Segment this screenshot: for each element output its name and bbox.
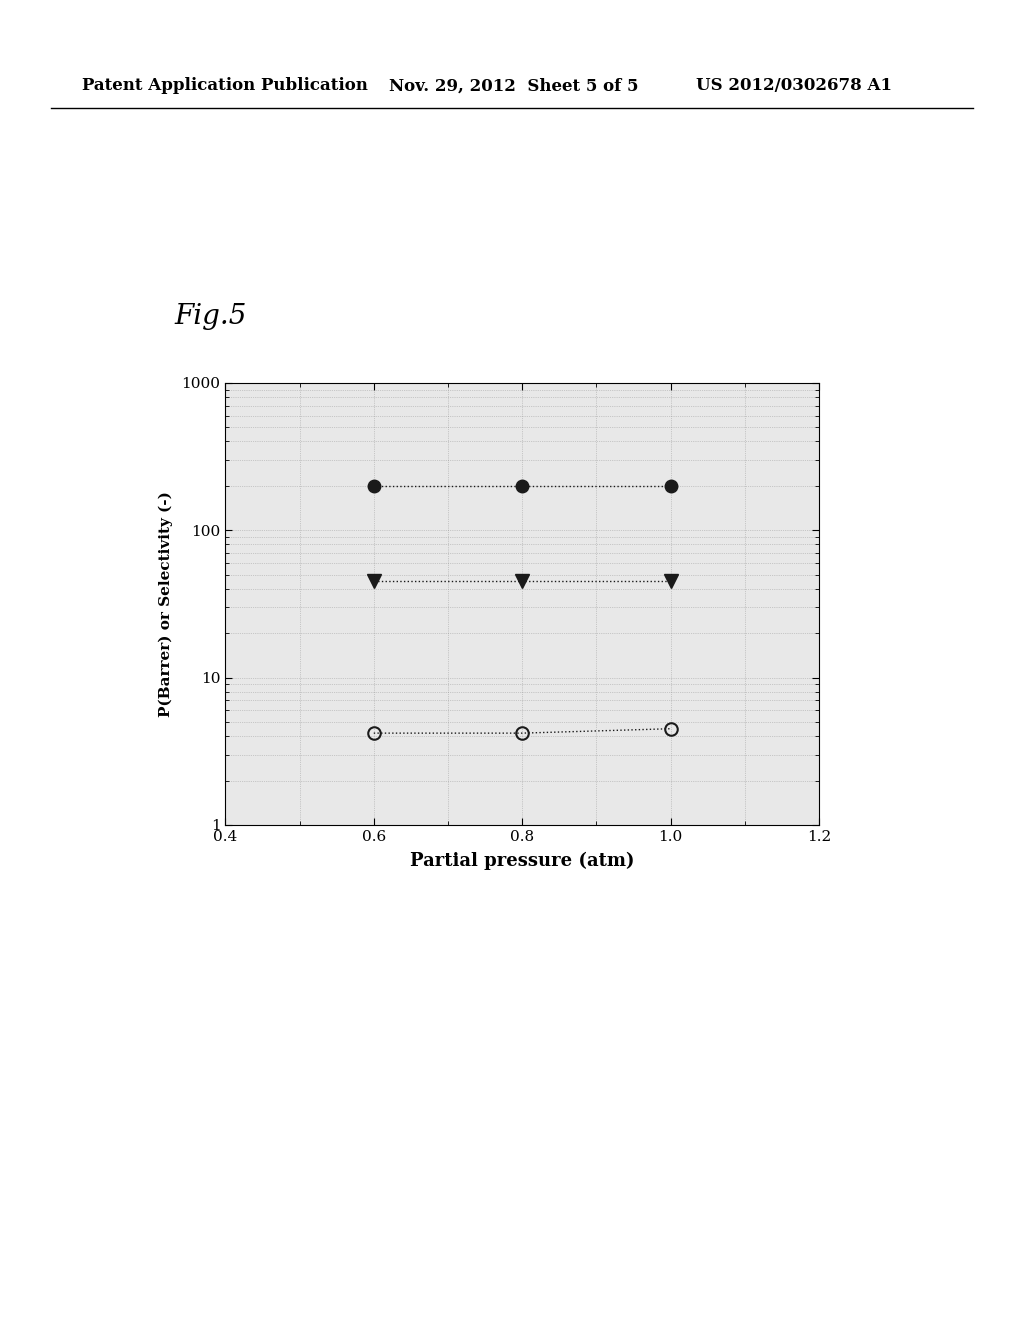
X-axis label: Partial pressure (atm): Partial pressure (atm) bbox=[410, 853, 635, 870]
Text: Nov. 29, 2012  Sheet 5 of 5: Nov. 29, 2012 Sheet 5 of 5 bbox=[389, 78, 639, 94]
Text: US 2012/0302678 A1: US 2012/0302678 A1 bbox=[696, 78, 892, 94]
Y-axis label: P(Barrer) or Selectivity (-): P(Barrer) or Selectivity (-) bbox=[159, 491, 173, 717]
Text: Patent Application Publication: Patent Application Publication bbox=[82, 78, 368, 94]
Text: Fig.5: Fig.5 bbox=[174, 304, 247, 330]
